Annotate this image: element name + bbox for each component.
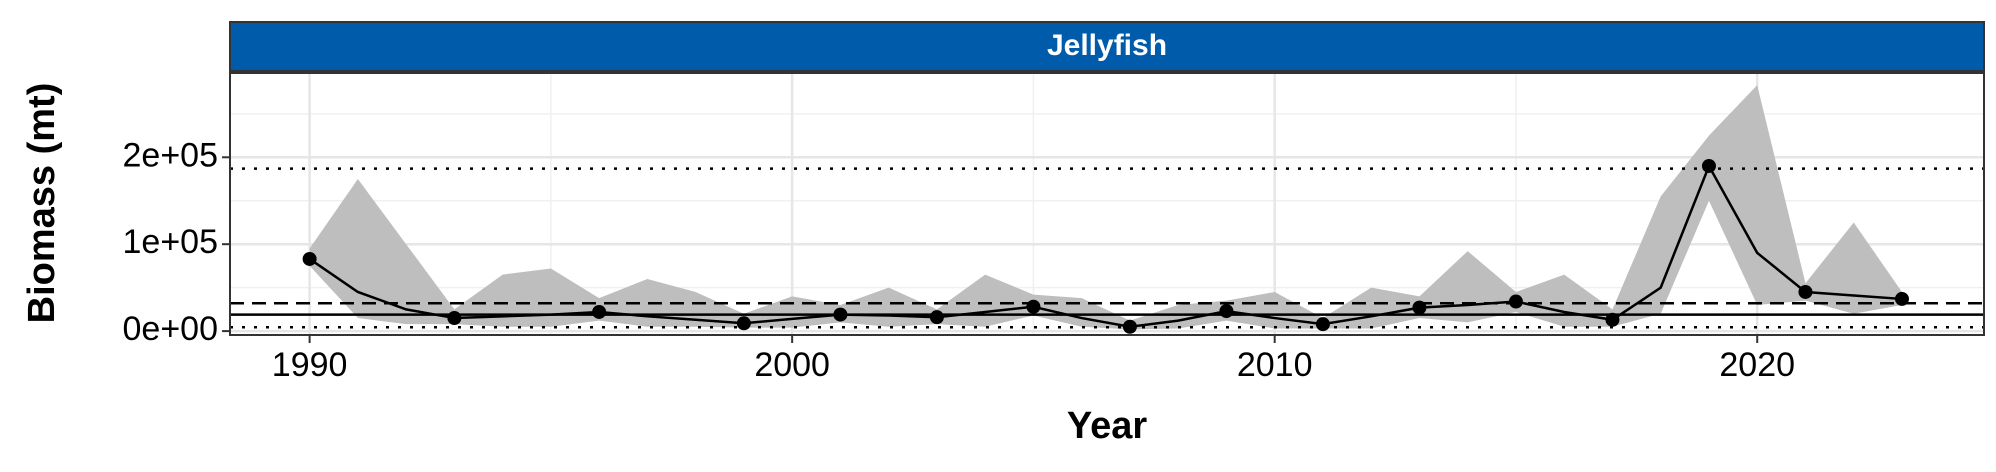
y-tick-label: 1e+05 — [123, 223, 219, 261]
point — [1122, 319, 1137, 334]
point — [1508, 294, 1523, 309]
point — [736, 316, 751, 331]
point — [1026, 299, 1041, 314]
point — [833, 307, 848, 322]
strip-border — [229, 21, 1985, 72]
x-tick-label: 2000 — [754, 346, 830, 384]
y-tick-label: 2e+05 — [123, 136, 219, 174]
point — [1412, 300, 1427, 315]
point — [1701, 158, 1716, 173]
x-tick-label: 1990 — [272, 346, 348, 384]
point — [1605, 312, 1620, 327]
point — [929, 310, 944, 325]
plot-border — [229, 72, 1985, 336]
point — [302, 251, 317, 266]
line — [308, 163, 1903, 329]
point — [1798, 284, 1813, 299]
x-axis-title: Year — [1067, 405, 1148, 447]
point — [1894, 291, 1909, 306]
x-tick-label: 2020 — [1719, 346, 1795, 384]
point — [447, 311, 462, 326]
y-tick-label: 0e+00 — [123, 310, 219, 348]
point — [592, 304, 607, 319]
x-tick-label: 2010 — [1237, 346, 1313, 384]
point — [1315, 317, 1330, 332]
point — [1219, 304, 1234, 319]
confidence-band — [309, 85, 1902, 330]
strip — [230, 22, 1984, 71]
y-axis-title: Biomass (mt) — [21, 83, 63, 324]
chart-title: Jellyfish — [1047, 29, 1167, 62]
